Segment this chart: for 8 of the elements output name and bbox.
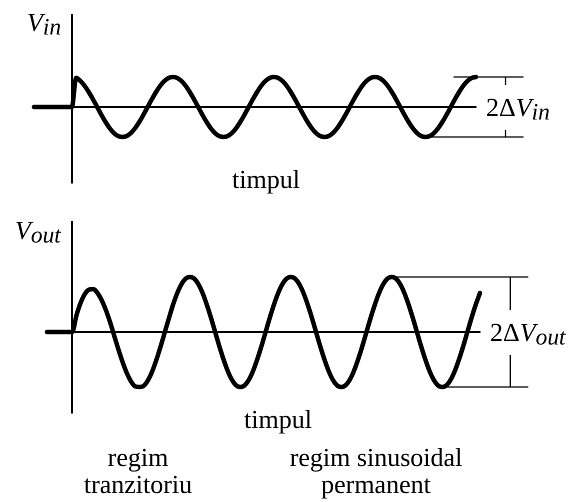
text: 2ΔV$_{out}$ <box>490 318 566 350</box>
y-axis-title: V$_{in}$ <box>27 8 62 40</box>
y-axis-title: V$_{out}$ <box>15 216 61 248</box>
text: regim sinusoidal permanent <box>288 442 464 499</box>
text: 2ΔV$_{in}$ <box>486 93 550 126</box>
x-axis-title: timpul <box>244 405 312 434</box>
x-axis-title: timpul <box>232 165 300 194</box>
text: regim tranzitoriu <box>82 442 194 499</box>
